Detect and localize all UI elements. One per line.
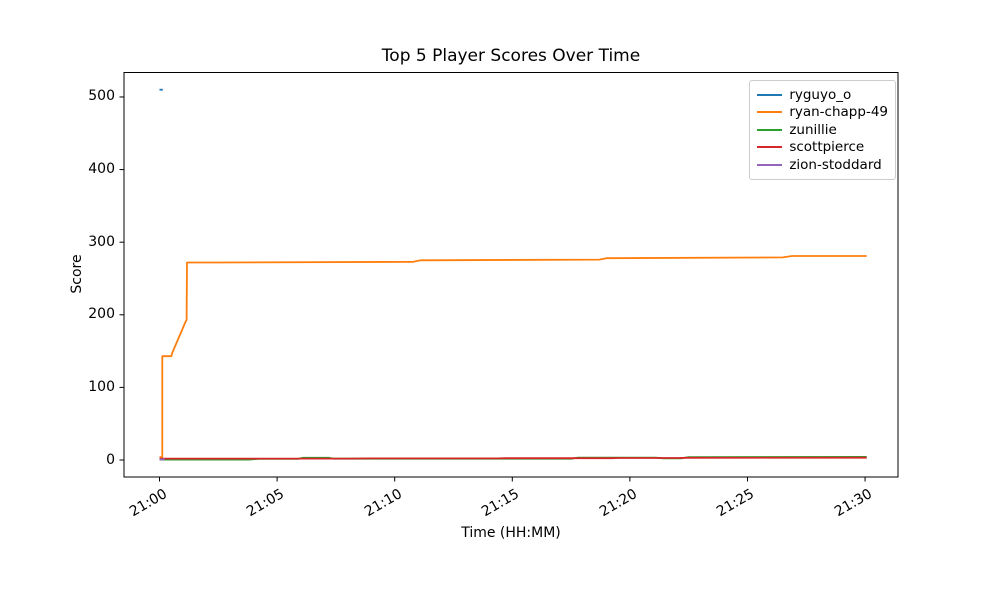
legend-line-swatch — [757, 93, 783, 96]
axis-ticks — [119, 96, 866, 482]
legend: ryguyo_o ryan-chapp-49 zunillie scottpierce… — [749, 80, 896, 180]
plot-area-border — [123, 72, 899, 478]
legend-label: scottpierce — [789, 139, 865, 156]
series-line-scottpierce — [159, 456, 867, 460]
y-tick-label: 0 — [106, 451, 115, 468]
y-tick-label: 300 — [88, 233, 115, 250]
legend-item: zion-stoddard — [757, 156, 888, 174]
y-axis-label: Score — [69, 254, 85, 294]
legend-item: zunillie — [757, 121, 888, 139]
legend-label: ryan-chapp-49 — [789, 104, 888, 121]
legend-item: ryan-chapp-49 — [757, 104, 888, 122]
legend-label: zion-stoddard — [789, 156, 882, 173]
legend-label: ryguyo_o — [789, 86, 852, 103]
legend-item: scottpierce — [757, 139, 888, 157]
legend-line-swatch — [757, 128, 783, 131]
legend-line-swatch — [757, 111, 783, 114]
y-tick-label: 100 — [88, 378, 115, 395]
y-tick-label: 500 — [88, 88, 115, 105]
series-lines — [159, 88, 867, 461]
x-axis-label: Time (HH:MM) — [461, 525, 561, 541]
legend-item: ryguyo_o — [757, 86, 888, 104]
legend-label: zunillie — [789, 121, 837, 138]
chart-title: Top 5 Player Scores Over Time — [381, 46, 641, 66]
y-tick-label: 400 — [88, 161, 115, 178]
legend-line-swatch — [757, 146, 783, 149]
y-tick-label: 200 — [88, 306, 115, 323]
series-line-ryan-chapp-49 — [159, 255, 867, 459]
legend-line-swatch — [757, 163, 783, 166]
